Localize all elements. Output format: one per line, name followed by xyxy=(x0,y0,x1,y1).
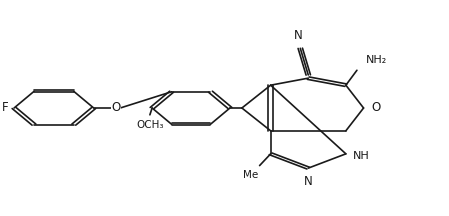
Text: NH₂: NH₂ xyxy=(366,55,387,65)
Text: Me: Me xyxy=(243,170,258,180)
Text: N: N xyxy=(304,175,313,187)
Text: O: O xyxy=(371,102,381,114)
Text: OCH₃: OCH₃ xyxy=(136,120,163,130)
Text: N: N xyxy=(294,29,303,42)
Text: O: O xyxy=(111,102,120,114)
Text: F: F xyxy=(2,102,9,114)
Text: NH: NH xyxy=(352,151,369,161)
